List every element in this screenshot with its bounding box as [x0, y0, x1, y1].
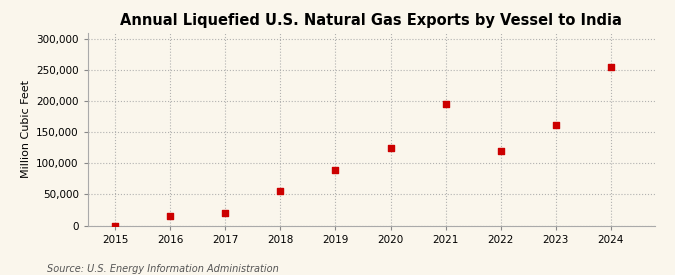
Point	[495, 149, 506, 153]
Text: Source: U.S. Energy Information Administration: Source: U.S. Energy Information Administ…	[47, 264, 279, 274]
Point	[330, 167, 341, 172]
Point	[550, 123, 561, 127]
Point	[605, 65, 616, 69]
Point	[165, 214, 176, 218]
Point	[385, 146, 396, 150]
Y-axis label: Million Cubic Feet: Million Cubic Feet	[20, 80, 30, 178]
Point	[220, 211, 231, 215]
Point	[110, 223, 121, 228]
Title: Annual Liquefied U.S. Natural Gas Exports by Vessel to India: Annual Liquefied U.S. Natural Gas Export…	[120, 13, 622, 28]
Point	[440, 102, 451, 107]
Point	[275, 189, 286, 194]
